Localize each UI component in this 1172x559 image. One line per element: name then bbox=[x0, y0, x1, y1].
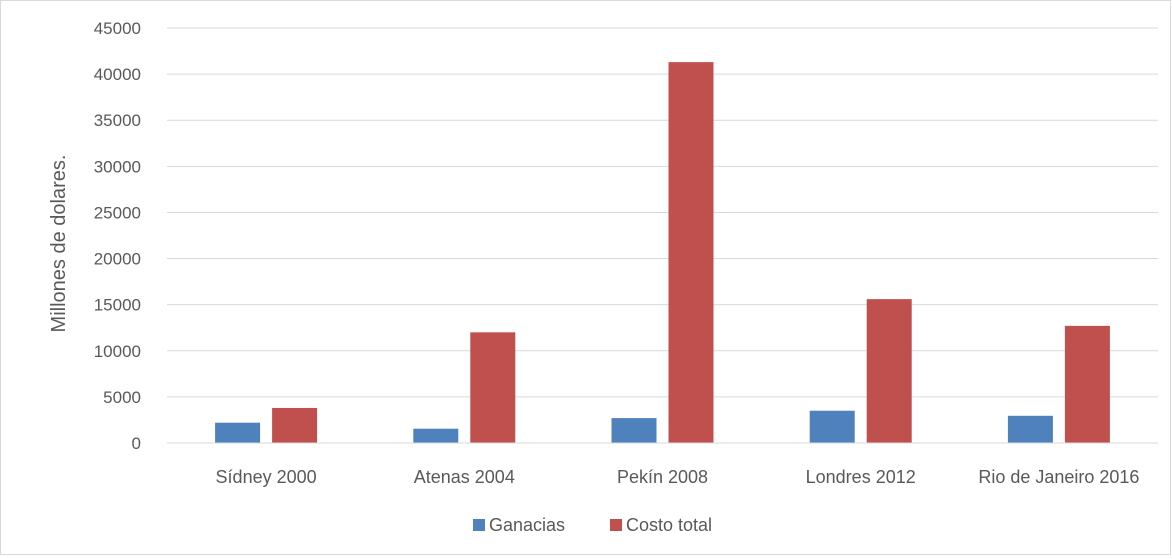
bar-costo-total bbox=[470, 332, 516, 443]
legend-swatch-costo-total bbox=[610, 519, 622, 531]
y-tick-label: 25000 bbox=[94, 203, 141, 222]
bar-ganacias bbox=[215, 422, 261, 443]
x-category-label: Rio de Janeiro 2016 bbox=[978, 467, 1139, 487]
y-axis-title: Millones de dolares. bbox=[48, 155, 70, 333]
y-tick-labels: 0 5000 10000 15000 20000 25000 30000 35000 40000… bbox=[94, 19, 141, 453]
legend-label-costo-total: Costo total bbox=[626, 515, 712, 535]
bar-costo-total bbox=[272, 407, 318, 443]
x-category-labels: Sídney 2000 Atenas 2004 Pekín 2008 Londres … bbox=[216, 467, 1140, 487]
bar-costo-total bbox=[668, 62, 714, 443]
gridlines bbox=[167, 27, 1158, 398]
bar-costo-total bbox=[1064, 325, 1110, 443]
x-category-label: Pekín 2008 bbox=[617, 467, 708, 487]
bar-ganacias bbox=[1007, 415, 1053, 443]
y-tick-label: 15000 bbox=[94, 296, 141, 315]
y-tick-label: 35000 bbox=[94, 111, 141, 130]
x-category-label: Londres 2012 bbox=[806, 467, 916, 487]
x-category-label: Atenas 2004 bbox=[414, 467, 515, 487]
legend-label-ganacias: Ganacias bbox=[489, 515, 565, 535]
legend-swatch-ganacias bbox=[473, 519, 485, 531]
y-tick-label: 0 bbox=[132, 434, 141, 453]
bar-ganacias bbox=[611, 418, 657, 443]
legend: Ganacias Costo total bbox=[473, 515, 712, 535]
y-tick-label: 45000 bbox=[94, 19, 141, 38]
bar-ganacias bbox=[413, 428, 459, 443]
y-tick-label: 20000 bbox=[94, 250, 141, 269]
bars bbox=[215, 62, 1110, 443]
bar-costo-total bbox=[866, 299, 912, 443]
x-category-label: Sídney 2000 bbox=[216, 467, 317, 487]
y-tick-label: 10000 bbox=[94, 342, 141, 361]
y-tick-label: 5000 bbox=[103, 388, 141, 407]
y-tick-label: 30000 bbox=[94, 157, 141, 176]
y-tick-label: 40000 bbox=[94, 65, 141, 84]
bar-ganacias bbox=[809, 410, 855, 443]
